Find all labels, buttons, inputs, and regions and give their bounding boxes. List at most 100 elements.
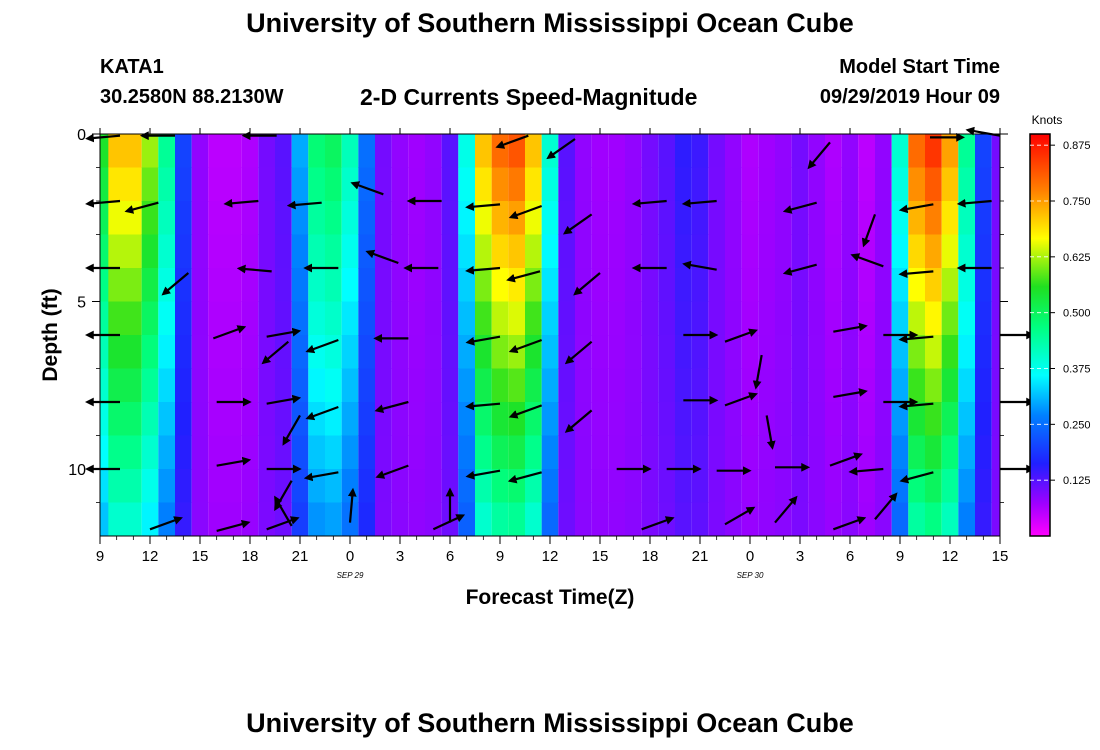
heatmap-cell <box>825 469 842 503</box>
current-vector <box>274 495 293 527</box>
heatmap-cell <box>608 167 625 202</box>
heatmap-cell <box>175 268 192 302</box>
heatmap-cell <box>741 201 759 235</box>
heatmap-cell <box>425 134 442 168</box>
heatmap-cell <box>625 502 642 537</box>
current-vector <box>465 202 501 212</box>
heatmap-cell <box>225 167 242 202</box>
heatmap-cell <box>641 502 659 537</box>
current-vector <box>782 201 817 214</box>
heatmap-cell <box>258 435 275 470</box>
heatmap-cell <box>508 268 525 302</box>
heatmap-cell <box>191 435 209 470</box>
heatmap-cell <box>641 134 659 168</box>
date-label: SEP 29 <box>337 571 364 580</box>
heatmap-cell <box>725 402 742 436</box>
current-vector <box>223 198 259 208</box>
heatmap-cell <box>225 234 242 269</box>
heatmap-cell <box>441 167 459 202</box>
heatmap-cell <box>358 301 375 336</box>
heatmap-cell <box>575 368 592 403</box>
heatmap-cell <box>858 167 875 202</box>
heatmap-cell <box>625 469 642 503</box>
heatmap-cell <box>775 268 792 302</box>
heatmap-cell <box>991 134 1000 168</box>
heatmap-cell <box>591 402 609 436</box>
heatmap-cell <box>875 335 892 369</box>
heatmap-cell <box>491 502 509 537</box>
heatmap-cell <box>508 167 525 202</box>
heatmap-cell <box>975 134 992 168</box>
heatmap-cell <box>675 134 692 168</box>
heatmap-cell <box>541 402 559 436</box>
heatmap-cell <box>325 368 342 403</box>
heatmap-cell <box>758 268 775 302</box>
heatmap-cell <box>658 201 675 235</box>
heatmap-cell <box>475 435 492 470</box>
heatmap-cell <box>991 234 1000 269</box>
heatmap-cell <box>875 469 892 503</box>
heatmap-cell <box>358 469 375 503</box>
heatmap-cell <box>141 167 159 202</box>
heatmap-cell <box>991 301 1000 336</box>
heatmap-cell <box>725 134 742 168</box>
current-vector <box>236 264 272 274</box>
current-vector <box>832 516 867 531</box>
current-vector <box>508 204 543 220</box>
heatmap-cell <box>941 335 959 369</box>
heatmap-cell <box>741 268 759 302</box>
heatmap-cell <box>841 201 859 235</box>
heatmap-cell <box>708 469 725 503</box>
heatmap-cell <box>175 335 192 369</box>
heatmap-cell <box>441 301 459 336</box>
current-vector <box>85 133 121 143</box>
y-axis-label: Depth (ft) <box>39 288 62 381</box>
heatmap-cell <box>675 469 692 503</box>
heatmap-cell <box>825 268 842 302</box>
heatmap-cell <box>241 134 259 168</box>
heatmap-cell <box>125 234 142 269</box>
heatmap-cell <box>658 234 675 269</box>
heatmap-cell <box>391 402 409 436</box>
heatmap-cell <box>191 167 209 202</box>
heatmap-cell <box>641 201 659 235</box>
heatmap-cell <box>225 201 242 235</box>
heatmap-cell <box>941 402 959 436</box>
heatmap-cell <box>858 502 875 537</box>
heatmap-cell <box>741 167 759 202</box>
heatmap-cell <box>208 167 225 202</box>
heatmap-cell <box>141 335 159 369</box>
heatmap-cell <box>841 402 859 436</box>
heatmap-cell <box>541 268 559 302</box>
heatmap-cell <box>758 134 775 168</box>
heatmap-cell <box>908 301 925 336</box>
heatmap-cell <box>675 335 692 369</box>
heatmap-cell <box>791 134 809 168</box>
heatmap-cell <box>358 201 375 235</box>
heatmap-cell <box>458 234 475 269</box>
heatmap-cell <box>791 402 809 436</box>
heatmap-cell <box>375 134 392 168</box>
heatmap-cell <box>441 435 459 470</box>
heatmap-cell <box>491 402 509 436</box>
heatmap-cell <box>658 301 675 336</box>
heatmap-cell <box>375 234 392 269</box>
heatmap-cell <box>725 335 742 369</box>
heatmap-cell <box>325 201 342 235</box>
heatmap-cell <box>308 268 325 302</box>
heatmap-cell <box>208 368 225 403</box>
heatmap-cell <box>125 335 142 369</box>
heatmap-cell <box>408 335 425 369</box>
heatmap-cell <box>375 435 392 470</box>
heatmap-cell <box>841 335 859 369</box>
heatmap-cell <box>108 402 125 436</box>
heatmap-cell <box>775 402 792 436</box>
heatmap-cell <box>975 167 992 202</box>
heatmap-cell <box>791 335 809 369</box>
heatmap-cell <box>825 435 842 470</box>
heatmap-cell <box>758 335 775 369</box>
heatmap-cell <box>958 268 975 302</box>
heatmap-cell <box>658 435 675 470</box>
heatmap-cell <box>791 201 809 235</box>
heatmap-cell <box>858 201 875 235</box>
